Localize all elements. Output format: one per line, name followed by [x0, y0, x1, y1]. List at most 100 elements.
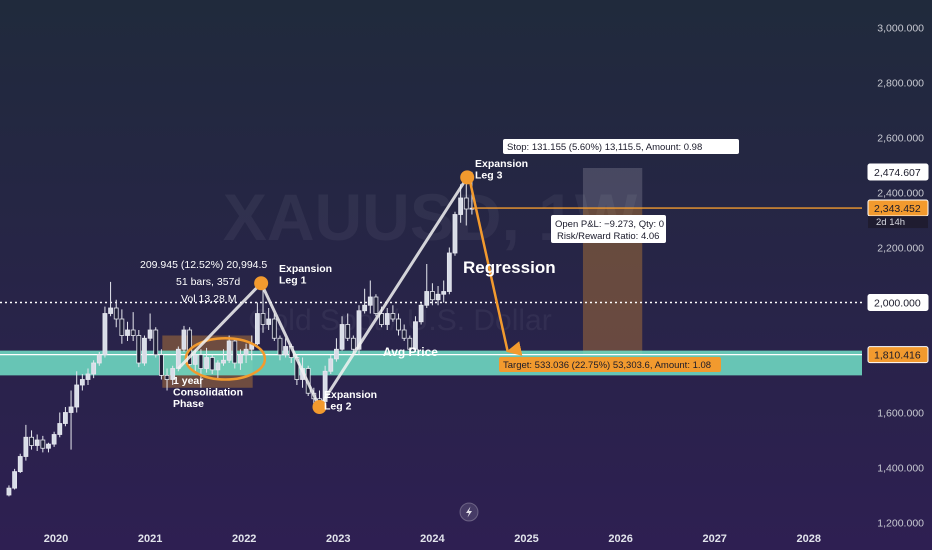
candle-body: [74, 384, 80, 408]
price-axis[interactable]: 1,200.0001,400.0001,600.0001,800.0002,00…: [867, 23, 929, 530]
candle: [79, 374, 85, 391]
candle: [221, 349, 226, 366]
candle: [170, 365, 176, 385]
x-tick-label: 2023: [326, 533, 350, 545]
candle: [198, 349, 204, 388]
candle-body: [356, 310, 362, 350]
avg-price-tag[interactable]: 1,810.416: [867, 346, 929, 364]
candle-body: [407, 337, 413, 350]
candles-layer: [6, 171, 475, 497]
candle-body: [158, 354, 164, 376]
candle: [328, 354, 334, 374]
candle: [125, 321, 130, 341]
target-label-bg: [499, 357, 721, 372]
x-tick-label: 2022: [232, 533, 256, 545]
candle-body: [238, 354, 243, 364]
candle: [232, 338, 238, 369]
tradingview-logo[interactable]: [459, 502, 479, 522]
candle: [63, 407, 68, 427]
leg1-label: Expansion: [279, 263, 332, 275]
candle: [74, 371, 80, 413]
candle-body: [6, 487, 12, 496]
candle: [51, 431, 57, 447]
candle-body: [164, 374, 170, 380]
leg2-marker[interactable]: [312, 400, 327, 414]
regression-label: Regression: [463, 258, 556, 277]
candle-body: [29, 436, 34, 446]
level-2000-tag[interactable]: 2,000.000: [867, 294, 929, 311]
stop-label[interactable]: Stop: 131.155 (5.60%) 13,115.5, Amount: …: [503, 139, 739, 154]
candle-body: [136, 335, 142, 364]
candle-body: [334, 348, 339, 360]
candle: [452, 211, 458, 256]
candle-body: [63, 412, 68, 424]
avg-price-tag-text: 1,810.416: [874, 350, 921, 362]
candle: [458, 184, 464, 223]
leg3-label: Leg 3: [475, 170, 503, 182]
candle-body: [34, 439, 40, 446]
candle-body: [96, 354, 102, 364]
candle-body: [429, 291, 435, 301]
leg1-marker[interactable]: [254, 276, 269, 291]
candle-body: [243, 348, 249, 356]
candle: [96, 352, 102, 366]
candle: [384, 308, 390, 330]
leg3-marker[interactable]: [460, 170, 475, 185]
candle-body: [452, 214, 458, 254]
time-axis[interactable]: 2020 2021 2022 2023 2024 2025 2026 2027 2028: [44, 533, 821, 545]
candle: [271, 313, 277, 341]
countdown-label: 2d 14h: [876, 217, 905, 228]
candle-body: [23, 436, 29, 457]
high-price-tag-text: 2,474.607: [874, 167, 921, 179]
candle: [12, 468, 17, 490]
candle: [40, 435, 46, 453]
candle-body: [435, 293, 441, 301]
candle: [435, 286, 441, 306]
candle-body: [384, 313, 390, 325]
candle: [204, 347, 209, 373]
candle: [345, 313, 351, 341]
candle: [142, 335, 147, 366]
candle-body: [339, 324, 345, 350]
candle-body: [17, 456, 23, 473]
candle: [147, 313, 153, 341]
candle: [362, 288, 368, 314]
y-tick-label: 1,200.000: [877, 518, 924, 530]
y-tick-label: 1,400.000: [877, 463, 924, 475]
candle-body: [418, 304, 424, 323]
candle-body: [113, 307, 119, 320]
consolidation-label: Consolidation: [173, 387, 243, 399]
expansion-zigzag-line[interactable]: [177, 176, 469, 409]
stop-zone[interactable]: [582, 167, 643, 209]
candle-body: [130, 329, 136, 336]
consolidation-label: Phase: [173, 398, 204, 410]
candle-body: [46, 443, 51, 449]
x-tick-label: 2020: [44, 533, 68, 545]
candle: [429, 283, 435, 306]
candle: [367, 280, 373, 314]
candle: [23, 424, 29, 461]
candle: [113, 299, 119, 328]
y-tick-label: 1,600.000: [877, 408, 924, 420]
candle-body: [204, 357, 209, 369]
candle-body: [446, 252, 452, 292]
candle-body: [91, 362, 97, 375]
candle-body: [254, 313, 260, 345]
candle-body: [390, 313, 396, 320]
target-label[interactable]: Target: 533.036 (22.75%) 53,303.6, Amoun…: [499, 357, 721, 372]
candle: [441, 280, 447, 303]
high-price-tag[interactable]: 2,474.607: [867, 163, 929, 181]
candle: [209, 354, 215, 374]
candle-body: [209, 357, 215, 371]
candle: [102, 306, 108, 358]
pnl-label-bg: [551, 215, 666, 243]
level-2000-tag-bg: [867, 294, 929, 311]
stop-label-text: Stop: 131.155 (5.60%) 13,115.5, Amount: …: [507, 142, 702, 153]
candle: [91, 360, 97, 379]
current-price-tag[interactable]: 2,343.452: [867, 199, 929, 217]
candle: [46, 442, 51, 453]
candle: [29, 430, 34, 450]
candle: [407, 335, 413, 355]
candle: [17, 453, 23, 473]
